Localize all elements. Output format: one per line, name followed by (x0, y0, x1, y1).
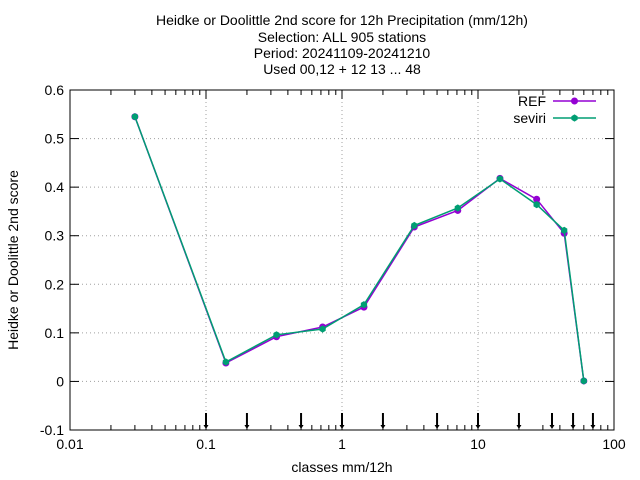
data-point-seviri (561, 226, 568, 234)
x-tick-label: 0.01 (56, 436, 83, 452)
y-tick-label: 0.1 (45, 325, 65, 341)
legend-marker-ref (571, 97, 578, 105)
data-point-seviri (496, 175, 504, 183)
series-line-seviri (134, 116, 585, 381)
y-tick-label: 0.5 (45, 131, 65, 147)
data-point-seviri (454, 204, 461, 212)
title-line-4: Used 00,12 + 12 13 ... 48 (263, 61, 421, 77)
data-point-seviri (273, 331, 280, 339)
x-tick-label: 0.1 (196, 436, 216, 452)
axis-ticks: 0.01 0.1 1 10 100 -0.1 0 0.1 0.2 0.3 0.4 0.5 0.6 (40, 82, 626, 452)
x-axis-label: classes mm/12h (291, 459, 392, 475)
class-threshold-arrowhead (549, 425, 555, 429)
grid (70, 90, 614, 430)
data-point-seviri (411, 221, 418, 230)
y-tick-label: -0.1 (40, 422, 64, 438)
series-line-ref (134, 116, 585, 381)
chart-title: Heidke or Doolittle 2nd score for 12h Pr… (156, 12, 528, 77)
legend-label-seviri: seviri (513, 110, 546, 126)
x-tick-label: 1 (338, 436, 346, 452)
data-point-seviri (131, 113, 138, 121)
title-line-2: Selection: ALL 905 stations (258, 29, 426, 45)
y-tick-label: 0.2 (45, 276, 65, 292)
y-tick-label: 0.6 (45, 82, 65, 98)
data-point-seviri (533, 201, 540, 209)
title-line-1: Heidke or Doolittle 2nd score for 12h Pr… (156, 12, 528, 28)
legend-marker-seviri (571, 114, 578, 122)
plot-series (131, 113, 588, 385)
data-point-seviri (319, 325, 326, 333)
data-point-ref (533, 195, 541, 203)
data-point-seviri (580, 377, 587, 385)
y-tick-label: 0 (56, 373, 64, 389)
data-point-seviri (360, 301, 368, 309)
class-threshold-markers (203, 413, 596, 429)
y-axis-label: Heidke or Doolittle 2nd score (5, 170, 21, 350)
data-point-seviri (222, 358, 229, 366)
y-tick-label: 0.3 (45, 228, 65, 244)
title-line-3: Period: 20241109-20241210 (254, 45, 431, 61)
legend-label-ref: REF (518, 93, 546, 109)
y-tick-label: 0.4 (45, 179, 65, 195)
x-tick-label: 10 (470, 436, 486, 452)
x-tick-label: 100 (602, 436, 626, 452)
